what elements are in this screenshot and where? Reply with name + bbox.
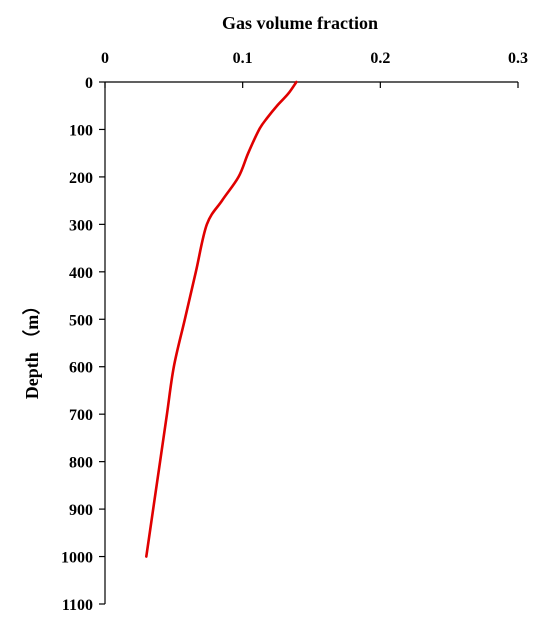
series-layer <box>145 80 298 558</box>
x-axis-title: Gas volume fraction <box>222 13 378 33</box>
y-tick-label: 200 <box>69 170 93 187</box>
y-tick-label: 700 <box>69 407 93 424</box>
y-tick-label: 500 <box>69 312 93 329</box>
series-line <box>145 80 298 558</box>
y-tick-label: 1100 <box>62 597 93 614</box>
x-tick-group: 0 0.1 0.2 0.3 <box>101 50 528 88</box>
x-tick-label: 0.2 <box>370 50 390 67</box>
y-tick-group: 0 100 200 300 400 500 600 700 800 900 1000 1100 <box>61 75 105 614</box>
y-tick-label: 300 <box>69 217 93 234</box>
y-tick-label: 600 <box>69 360 93 377</box>
y-axis-title: Depth （m） <box>22 297 42 400</box>
y-tick-label: 900 <box>69 502 93 519</box>
axes <box>104 81 518 604</box>
x-tick-label: 0.3 <box>508 50 528 67</box>
y-tick-label: 1000 <box>61 550 93 567</box>
y-tick-label: 100 <box>69 122 93 139</box>
y-tick-label: 800 <box>69 455 93 472</box>
x-tick-label: 0.1 <box>233 50 253 67</box>
y-tick-label: 0 <box>85 75 93 92</box>
y-tick-label: 400 <box>69 265 93 282</box>
x-tick-label: 0 <box>101 50 109 67</box>
